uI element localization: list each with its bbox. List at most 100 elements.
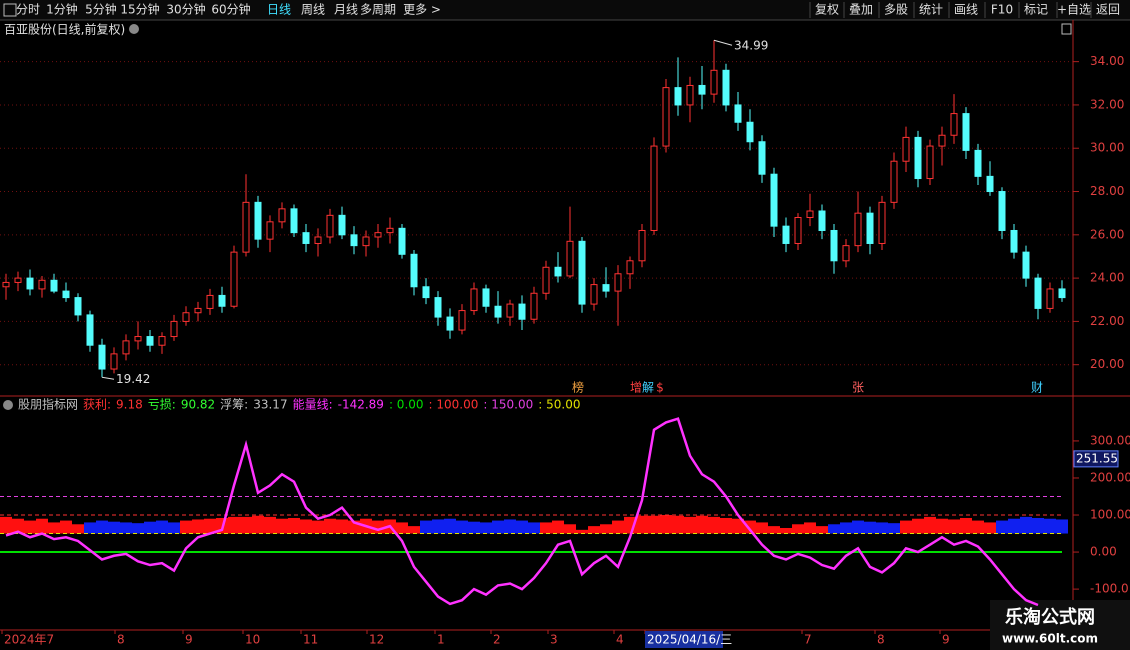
candle-body <box>398 227 406 255</box>
candle-body <box>626 260 634 275</box>
event-marker[interactable]: 榜 <box>572 380 584 395</box>
watermark-box <box>990 600 1130 650</box>
legend-name: 获利: <box>83 398 111 412</box>
toolbar-item[interactable]: F10 <box>991 3 1013 17</box>
cloud-bar <box>816 526 828 534</box>
energy-line <box>5 417 1039 607</box>
candle-body <box>938 134 946 147</box>
candle-body <box>470 288 478 312</box>
indicator-title: 股朋指标网 <box>18 397 78 412</box>
cloud-bar <box>36 518 48 534</box>
candle-body <box>806 210 814 219</box>
legend-name: 亏损: <box>148 398 176 412</box>
candle-body <box>206 294 214 309</box>
cloud-bar <box>432 519 444 534</box>
date-label: 10 <box>245 633 260 647</box>
cloud-bar <box>300 519 312 534</box>
toolbar-item[interactable]: +自选 <box>1057 3 1091 17</box>
y-tick-label: 0.00 <box>1090 545 1117 559</box>
toolbar-item[interactable]: 5分钟 <box>85 2 117 17</box>
toolbar-item[interactable]: 30分钟 <box>166 2 205 17</box>
candle-body <box>902 136 910 162</box>
toolbar-item[interactable]: 更多 > <box>403 3 441 17</box>
event-marker[interactable]: 张 <box>852 381 864 395</box>
candle-body <box>410 253 418 288</box>
menu-icon[interactable] <box>3 3 17 17</box>
cloud-bar <box>792 524 804 534</box>
y-tick-label: 300.00 <box>1090 433 1130 447</box>
cloud-bar <box>924 516 936 534</box>
cloud-bar <box>996 520 1008 534</box>
candle-body <box>758 141 766 175</box>
pane-button[interactable] <box>1061 23 1072 35</box>
candle-body <box>350 234 358 247</box>
candle-body <box>614 273 622 292</box>
cloud-bar <box>876 522 888 534</box>
cloud-bar <box>372 520 384 534</box>
toolbar-item[interactable]: 1分钟 <box>46 2 78 17</box>
toolbar-item[interactable]: 日线 <box>267 3 291 17</box>
event-marker[interactable]: $ <box>656 381 664 395</box>
indicator-dropdown[interactable] <box>3 400 13 410</box>
toolbar-item[interactable]: 分时 <box>16 3 40 17</box>
cloud-bar <box>516 520 528 534</box>
cloud-bar <box>60 520 72 534</box>
candle-body <box>326 214 334 238</box>
event-marker[interactable]: 解 <box>642 381 654 395</box>
watermark-url: www.60lt.com <box>1002 632 1098 646</box>
toolbar-item[interactable]: 多股 <box>884 3 908 17</box>
toolbar-item[interactable]: 周线 <box>301 3 325 17</box>
reference-label: : 0.00 <box>389 398 424 412</box>
reference-label: : 150.00 <box>483 398 533 412</box>
legend-name: 能量线: <box>293 398 333 412</box>
event-marker[interactable]: 增 <box>630 381 642 395</box>
toolbar-item[interactable]: 15分钟 <box>120 2 159 17</box>
cloud-bar <box>732 518 744 534</box>
toolbar <box>0 0 1130 20</box>
cloud-bar <box>636 515 648 534</box>
candle-body <box>962 113 970 151</box>
candle-body <box>950 113 958 136</box>
y-tick-label: 26.00 <box>1090 227 1124 241</box>
cloud-bar <box>1008 518 1020 534</box>
cloud-bar <box>660 515 672 534</box>
candle-body <box>374 232 382 238</box>
cloud-bar <box>1056 519 1068 534</box>
date-label: 3 <box>550 633 558 647</box>
cloud-bar <box>720 517 732 534</box>
candle-body <box>842 245 850 262</box>
candle-body <box>254 201 262 240</box>
y-tick-label: 34.00 <box>1090 54 1124 68</box>
toolbar-item[interactable]: 标记 <box>1024 3 1048 17</box>
toolbar-item[interactable]: 统计 <box>919 3 943 17</box>
title-dropdown[interactable] <box>129 24 139 34</box>
event-marker[interactable]: 财 <box>1031 381 1043 395</box>
candle-body <box>146 336 154 346</box>
toolbar-item[interactable]: 多周期 <box>360 3 396 17</box>
candle-body <box>866 212 874 244</box>
cloud-bar <box>396 522 408 534</box>
toolbar-item[interactable]: 叠加 <box>849 3 873 17</box>
candle-body <box>662 87 670 147</box>
candle-body <box>818 210 826 231</box>
cloud-bar <box>48 522 60 534</box>
candle-body <box>530 292 538 320</box>
toolbar-item[interactable]: 60分钟 <box>211 2 250 17</box>
toolbar-item[interactable]: 月线 <box>334 3 358 17</box>
candle-body <box>578 240 586 305</box>
cloud-bar <box>984 522 996 534</box>
cloud-bar <box>1020 516 1032 534</box>
cloud-bar <box>600 524 612 534</box>
candle-body <box>674 87 682 106</box>
toolbar-item[interactable]: 画线 <box>954 3 978 17</box>
candle-body <box>746 121 754 143</box>
annotation-arrow <box>713 39 733 46</box>
candle-body <box>314 236 322 244</box>
cloud-bar <box>744 520 756 534</box>
toolbar-item[interactable]: 返回 <box>1096 3 1120 17</box>
candle-body <box>890 160 898 203</box>
cloud-bar <box>528 522 540 534</box>
candle-body <box>98 344 106 370</box>
toolbar-item[interactable]: 复权 <box>815 3 839 17</box>
